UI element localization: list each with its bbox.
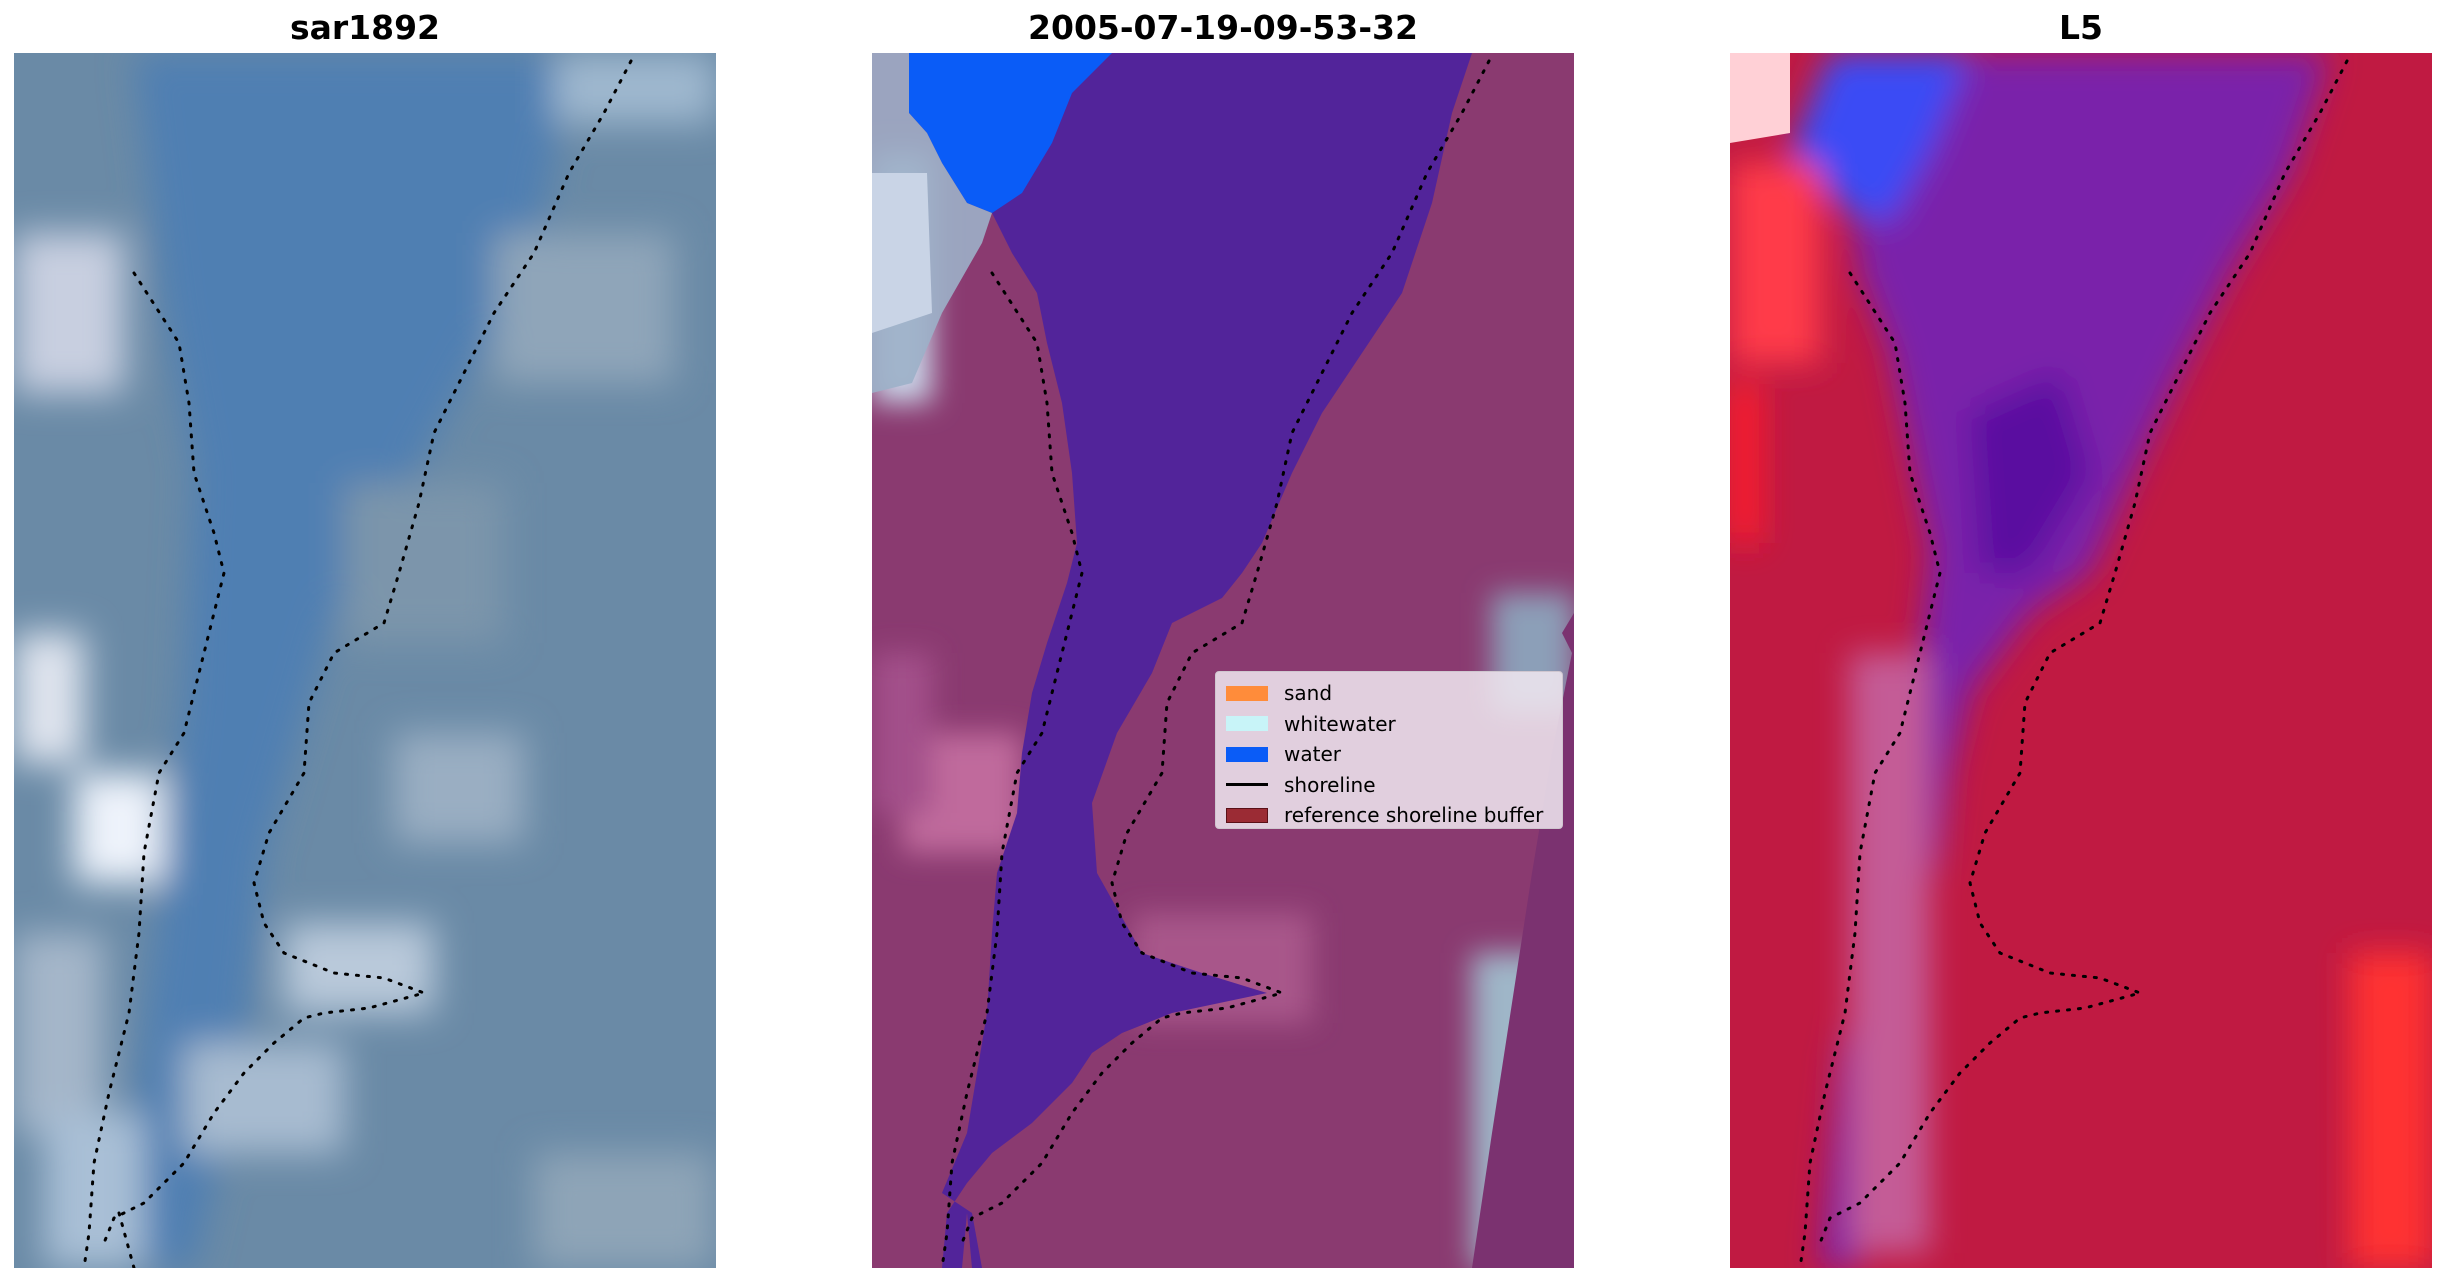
reference-shoreline-path (940, 271, 1084, 1268)
panel-title-index: L5 (2059, 8, 2103, 47)
shoreline-path (1818, 59, 2349, 1245)
panel-title-rgb: sar1892 (289, 8, 441, 47)
shoreline-line-icon (1226, 783, 1268, 787)
classified-image (872, 53, 1574, 1268)
index-image-panel (1730, 53, 2432, 1268)
reference-shoreline-path (82, 271, 226, 1268)
reference-shoreline-path (1798, 271, 1942, 1268)
index-image (1730, 53, 2432, 1268)
legend-item-whitewater: whitewater (1226, 709, 1552, 740)
legend-label: shoreline (1284, 772, 1376, 797)
water-swatch (1226, 746, 1268, 762)
legend-label: reference shoreline buffer (1284, 803, 1544, 828)
legend-item-water: water (1226, 739, 1552, 770)
sea-region (909, 53, 1472, 1268)
panel-title-classified: 2005-07-19-09-53-32 (1028, 8, 1418, 47)
rgb-image (14, 53, 716, 1268)
legend-item-shoreline: shoreline (1226, 770, 1552, 801)
whitewater-swatch (1226, 716, 1268, 732)
classified-image-panel (872, 53, 1574, 1268)
legend-label: sand (1284, 681, 1333, 706)
water-region (909, 53, 1112, 213)
shoreline-path (960, 59, 1491, 1245)
legend-label: water (1284, 742, 1341, 767)
legend-item-sand: sand (1226, 678, 1552, 709)
reference-buffer-swatch (1226, 807, 1268, 823)
legend-label: whitewater (1284, 711, 1396, 736)
shoreline-path (102, 59, 633, 1245)
sand-swatch (1226, 685, 1268, 701)
rgb-image-panel (14, 53, 716, 1268)
legend: sand whitewater water shoreline referenc… (1215, 671, 1563, 829)
legend-item-reference-buffer: reference shoreline buffer (1226, 800, 1552, 831)
